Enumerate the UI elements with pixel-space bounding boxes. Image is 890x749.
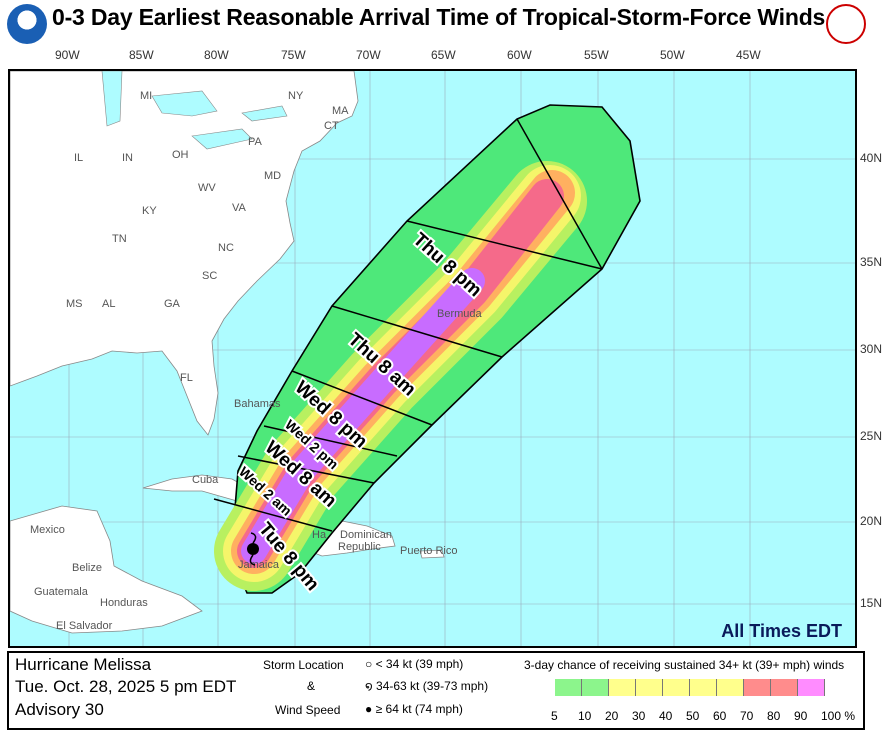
- probability-scale-cell: [582, 679, 609, 696]
- probability-scale-tick: 100 %: [821, 709, 856, 723]
- probability-scale-tick: 60: [713, 709, 727, 723]
- place-label-bermuda: Bermuda: [437, 308, 483, 320]
- place-label-mexico: Mexico: [30, 524, 65, 536]
- longitude-label: 60W: [507, 48, 532, 62]
- place-label-el-salvador: El Salvador: [56, 620, 113, 632]
- place-label-nc: NC: [218, 242, 234, 254]
- great-lakes: [101, 71, 288, 150]
- latitude-label: 15N: [860, 596, 883, 610]
- arrival-time-isochrones: [213, 118, 603, 532]
- probability-scale-tick: 40: [659, 709, 673, 723]
- place-label-ms: MS: [66, 298, 83, 310]
- probability-scale-cell: [663, 679, 690, 696]
- scale-title: 3-day chance of receiving sustained 34+ …: [524, 658, 845, 672]
- latitude-label: 40N: [860, 151, 883, 165]
- place-label-honduras: Honduras: [100, 597, 148, 609]
- noaa-logo: [7, 4, 47, 44]
- longitude-label: 75W: [281, 48, 306, 62]
- probability-scale-tick: 5: [551, 709, 558, 723]
- probability-scale-tick: 10: [578, 709, 592, 723]
- place-label-md: MD: [264, 170, 281, 182]
- nws-logo: [826, 4, 866, 44]
- place-label-ga: GA: [164, 298, 181, 310]
- storm-location-label: Storm Location: [263, 658, 344, 672]
- probability-scale-tick: 70: [740, 709, 754, 723]
- storm-name: Hurricane Melissa: [15, 655, 152, 674]
- place-label-dominican: Dominican: [340, 529, 392, 541]
- place-label-ma: MA: [332, 105, 349, 117]
- place-label-ny: NY: [288, 90, 304, 102]
- place-label-ky: KY: [142, 205, 157, 217]
- probability-scale-tick: 50: [686, 709, 700, 723]
- ampersand: &: [307, 679, 316, 693]
- place-label-il: IL: [74, 152, 83, 164]
- hurricane-icon: ●: [365, 702, 373, 716]
- probability-scale-tick: 30: [632, 709, 646, 723]
- place-label-jamaica: Jamaica: [238, 559, 280, 571]
- probability-scale-cell: [798, 679, 825, 696]
- advisory-number: Advisory 30: [15, 700, 104, 719]
- page-title: 0-3 Day Earliest Reasonable Arrival Time…: [52, 4, 826, 30]
- place-label-republic: Republic: [338, 541, 381, 553]
- place-label-cuba: Cuba: [192, 474, 219, 486]
- map: MI NY MA CT PA IL IN OH WV MD VA KY TN NC SC MS AL GA FL Cu…: [8, 69, 857, 648]
- longitude-label: 65W: [431, 48, 456, 62]
- latitude-label: 30N: [860, 342, 883, 356]
- place-label-bahamas: Bahamas: [234, 398, 281, 410]
- place-label-sc: SC: [202, 270, 217, 282]
- place-label-haiti: Ha: [312, 529, 327, 541]
- probability-scale-cell: [690, 679, 717, 696]
- longitude-label: 85W: [129, 48, 154, 62]
- longitude-label: 80W: [204, 48, 229, 62]
- symbol-tropical-storm: ໑ 34-63 kt (39-73 mph): [365, 679, 489, 693]
- longitude-label: 50W: [660, 48, 685, 62]
- place-label-oh: OH: [172, 149, 189, 161]
- tropical-storm-icon: ໑: [365, 679, 373, 693]
- place-label-al: AL: [102, 298, 115, 310]
- place-label-fl: FL: [180, 372, 193, 384]
- probability-scale-cell: [771, 679, 798, 696]
- wind-probability-swath: [213, 104, 641, 594]
- latitude-label: 20N: [860, 514, 883, 528]
- probability-scale-tick: 20: [605, 709, 619, 723]
- symbol-ts-depression: ○ < 34 kt (39 mph): [365, 657, 464, 671]
- wind-speed-label: Wind Speed: [275, 703, 341, 717]
- latitude-label: 25N: [860, 429, 883, 443]
- probability-scale-cell: [717, 679, 744, 696]
- probability-scale-cell: [609, 679, 636, 696]
- longitude-label: 70W: [356, 48, 381, 62]
- probability-scale-cell: [636, 679, 663, 696]
- probability-scale-cell: [555, 679, 582, 696]
- place-label-belize: Belize: [72, 562, 102, 574]
- place-label-mi: MI: [140, 90, 152, 102]
- place-label-ct: CT: [324, 120, 339, 132]
- longitude-label: 90W: [55, 48, 80, 62]
- advisory-datetime: Tue. Oct. 28, 2025 5 pm EDT: [15, 677, 237, 696]
- hurricane-symbol-icon: [247, 532, 259, 566]
- longitude-label: 55W: [584, 48, 609, 62]
- place-label-in: IN: [122, 152, 133, 164]
- place-label-va: VA: [232, 202, 247, 214]
- longitude-label: 45W: [736, 48, 761, 62]
- place-label-wv: WV: [198, 182, 216, 194]
- symbol-hurricane: ● ≥ 64 kt (74 mph): [365, 702, 463, 716]
- place-label-guatemala: Guatemala: [34, 586, 89, 598]
- time-zone-note: All Times EDT: [721, 621, 842, 641]
- probability-scale-tick: 80: [767, 709, 781, 723]
- place-label-pa: PA: [248, 136, 263, 148]
- probability-scale-cell: [744, 679, 771, 696]
- latitude-label: 35N: [860, 255, 883, 269]
- open-circle-icon: ○: [365, 657, 373, 671]
- probability-scale-tick: 90: [794, 709, 808, 723]
- place-label-puerto-rico: Puerto Rico: [400, 545, 457, 557]
- place-label-tn: TN: [112, 233, 127, 245]
- legend: Hurricane Melissa Tue. Oct. 28, 2025 5 p…: [7, 651, 865, 730]
